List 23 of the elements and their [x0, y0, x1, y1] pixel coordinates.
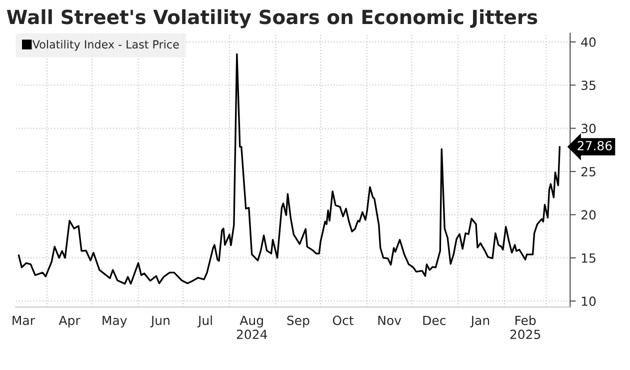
x-tick-label: Jun	[150, 316, 170, 328]
chart-title: Wall Street's Volatility Soars on Economic Jitters	[6, 9, 538, 28]
x-tick-label: Oct	[332, 316, 354, 326]
x-tick-label: Apr	[58, 316, 80, 328]
x-tick-label: Sep	[287, 316, 310, 328]
y-tick-label: 30	[582, 124, 596, 134]
x-tick-label: Nov	[378, 316, 402, 326]
y-tick-label: 10	[582, 296, 596, 306]
line-series	[18, 53, 561, 285]
y-tick-label: 25	[581, 166, 596, 176]
annotation: 27.86	[578, 140, 612, 150]
legend-label: Volatility Index - Last Price	[32, 40, 179, 51]
x-tick-label: Jan	[470, 316, 490, 328]
x-tick-label: Mar	[12, 316, 36, 326]
x-tick-label: May	[102, 316, 127, 328]
x-tick-label: Aug 2024	[236, 316, 268, 340]
x-tick-label: Dec	[423, 316, 446, 326]
x-tick-label: Jul	[197, 315, 212, 328]
y-tick-label: 40	[581, 37, 596, 47]
y-tick-label: 20	[581, 210, 596, 220]
x-tick-label: Feb 2025	[510, 315, 540, 340]
y-tick-label: 35	[582, 80, 596, 90]
y-tick-label: 15	[582, 254, 596, 263]
